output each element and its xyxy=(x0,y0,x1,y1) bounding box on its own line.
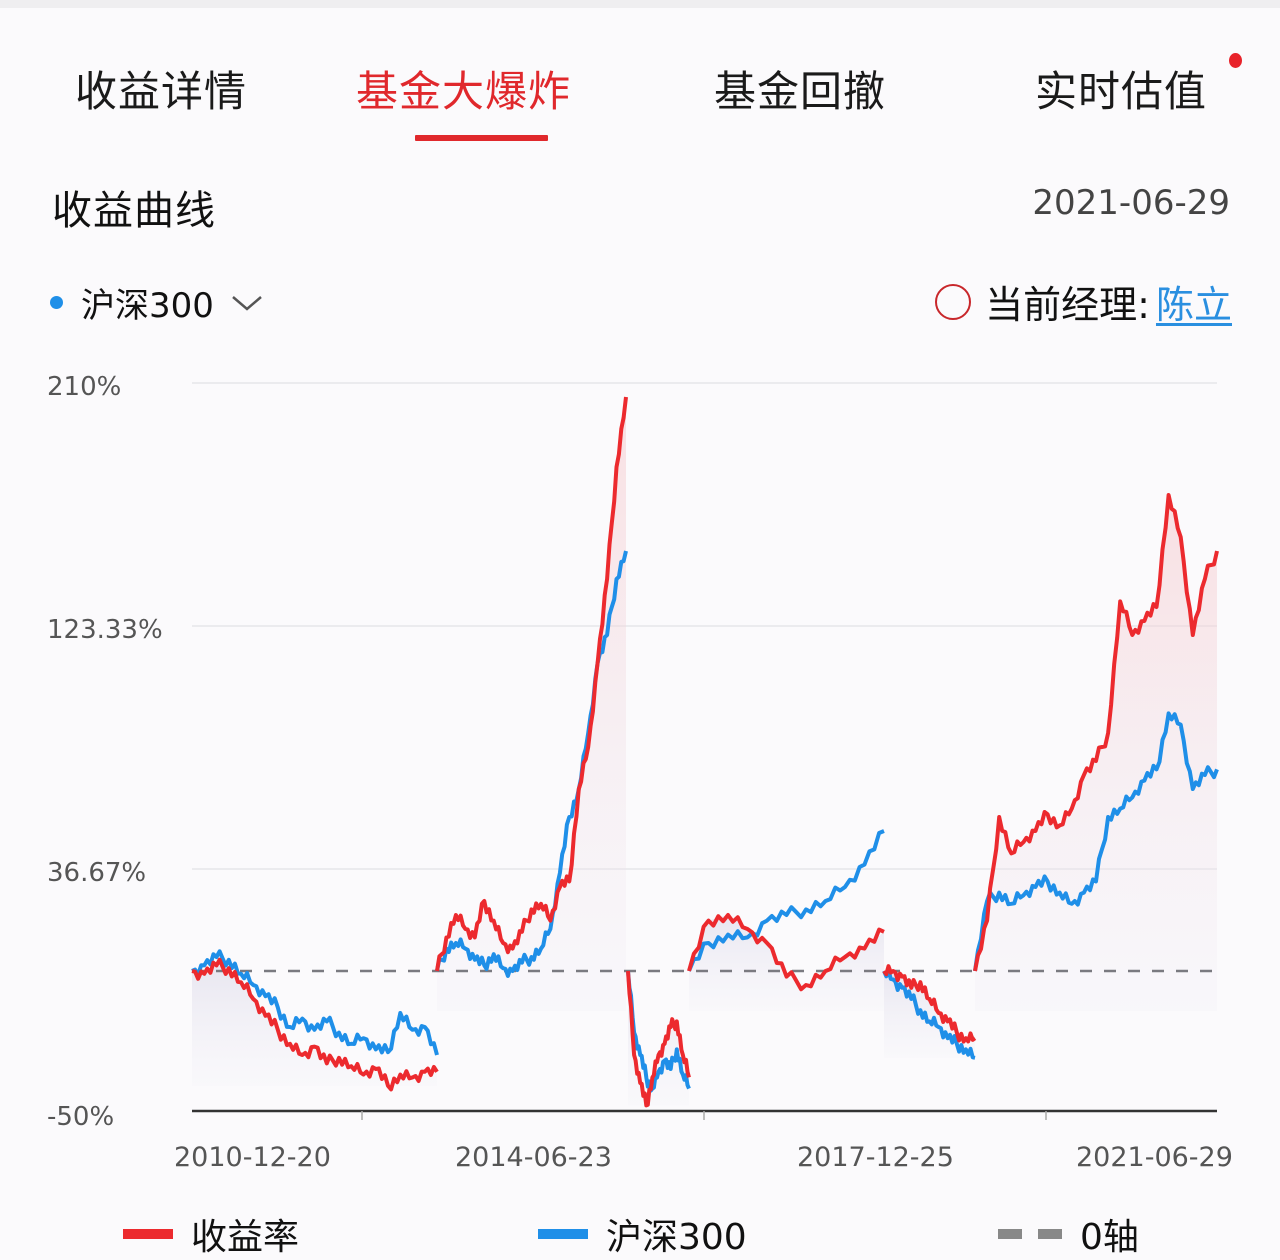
y-tick-label: 36.67% xyxy=(47,858,147,888)
x-tick-label: 2014-06-23 xyxy=(455,1142,612,1173)
status-strip xyxy=(0,0,1280,8)
manager-name-link[interactable]: 陈立 xyxy=(1155,283,1232,327)
section-title: 收益曲线 xyxy=(52,188,216,234)
segment-area xyxy=(975,495,1217,1011)
benchmark-line xyxy=(687,829,885,972)
manager-circle-icon xyxy=(935,283,972,320)
tab-realtime-valuation[interactable]: 实时估值 xyxy=(1035,67,1208,116)
segment-area xyxy=(628,971,689,1106)
y-tick-label: 123.33% xyxy=(47,615,163,645)
legend-label: 0轴 xyxy=(1080,1217,1139,1258)
x-tick-label: 2017-12-25 xyxy=(797,1142,954,1173)
fund-return-line xyxy=(973,493,1219,972)
active-tab-indicator xyxy=(415,135,548,141)
chevron-down-icon xyxy=(232,295,262,311)
benchmark-label: 沪深300 xyxy=(81,286,214,326)
fund-return-line xyxy=(191,957,439,1092)
dash-swatch-icon xyxy=(1038,1229,1062,1239)
area-fills xyxy=(192,397,1217,1106)
y-tick-label: 210% xyxy=(47,372,122,402)
manager-info: 当前经理: 陈立 xyxy=(935,274,1232,329)
legend-item-fund-return[interactable]: 收益率 xyxy=(123,1208,299,1260)
y-tick-label: -50% xyxy=(47,1102,115,1132)
x-axis-ticks xyxy=(361,1111,1047,1120)
legend-label: 收益率 xyxy=(191,1217,300,1258)
tab-fund-explosion[interactable]: 基金大爆炸 xyxy=(356,67,572,116)
segment-area xyxy=(192,965,437,1086)
blue-line-swatch-icon xyxy=(538,1229,588,1239)
tab-fund-drawdown[interactable]: 基金回撤 xyxy=(714,67,887,116)
date-label: 2021-06-29 xyxy=(1032,183,1230,223)
red-line-swatch-icon xyxy=(123,1229,173,1239)
tab-return-details[interactable]: 收益详情 xyxy=(75,67,248,116)
segment-area xyxy=(689,915,884,1011)
benchmark-line xyxy=(191,949,439,1056)
fund-return-line xyxy=(882,964,977,1044)
benchmark-dot-icon xyxy=(50,296,63,309)
x-tick-label: 2021-06-29 xyxy=(1076,1142,1233,1173)
dash-swatch-icon xyxy=(998,1229,1022,1239)
benchmark-selector[interactable]: 沪深300 xyxy=(50,278,264,327)
gridlines xyxy=(192,382,1217,870)
fund-return-line xyxy=(626,970,691,1108)
segment-area xyxy=(437,397,626,1011)
benchmark-line xyxy=(973,711,1219,972)
legend-item-benchmark[interactable]: 沪深300 xyxy=(538,1208,747,1260)
x-tick-label: 2010-12-20 xyxy=(174,1142,331,1173)
tab-bar: 收益详情 基金大爆炸 基金回撤 实时估值 xyxy=(0,8,1280,148)
legend-item-zero-axis[interactable]: 0轴 xyxy=(998,1208,1139,1260)
benchmark-line xyxy=(882,968,976,1060)
benchmark-line xyxy=(626,970,691,1093)
legend-label: 沪深300 xyxy=(606,1217,747,1258)
fund-return-line xyxy=(687,913,885,992)
series-lines xyxy=(191,396,1219,1108)
fund-return-line xyxy=(435,396,628,972)
notification-badge xyxy=(1229,53,1242,68)
manager-label: 当前经理: xyxy=(985,283,1150,327)
